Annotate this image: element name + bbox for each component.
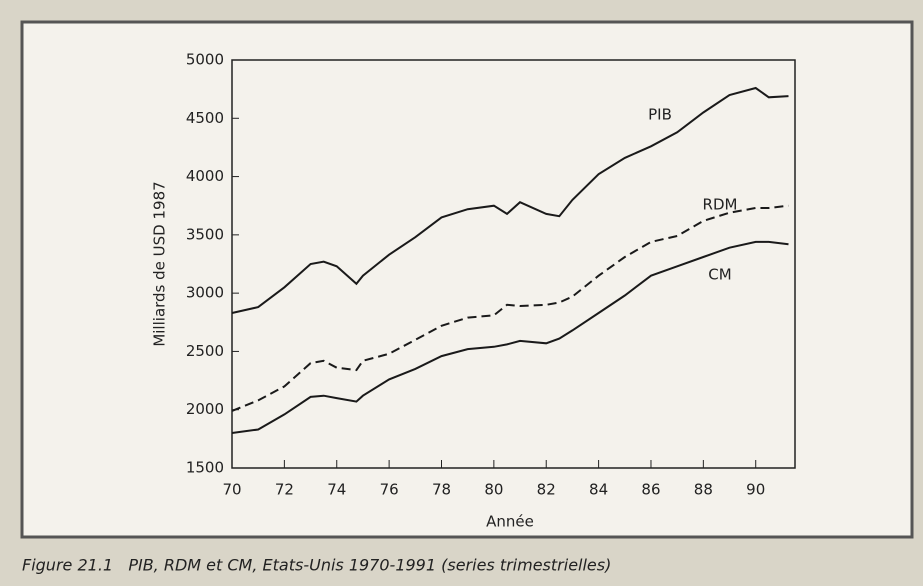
x-tick-label: 86 <box>641 481 660 499</box>
y-axis-label: Milliards de USD 1987 <box>151 181 169 346</box>
x-tick-label: 70 <box>222 481 241 499</box>
series-line <box>231 86 789 314</box>
series-label: CM <box>708 266 731 284</box>
x-tick-label: 72 <box>275 481 294 499</box>
x-tick-label: 76 <box>380 481 399 499</box>
y-tick-label: 2500 <box>186 342 224 360</box>
y-tick-label: 4000 <box>186 167 224 185</box>
x-tick-label: 82 <box>537 481 556 499</box>
x-tick-label: 90 <box>746 481 765 499</box>
series-line <box>231 204 789 412</box>
x-tick-label: 84 <box>589 481 608 499</box>
x-axis-label: Année <box>486 513 534 531</box>
y-tick-label: 1500 <box>186 459 224 477</box>
y-tick-label: 3500 <box>186 225 224 243</box>
y-tick-label: 4500 <box>186 109 224 127</box>
x-tick-label: 88 <box>694 481 713 499</box>
caption: Figure 21.1 PIB, RDM et CM, Etats-Unis 1… <box>22 556 611 575</box>
series-label: PIB <box>648 106 672 124</box>
y-tick-label: 2000 <box>186 400 224 418</box>
y-tick-label: 5000 <box>186 51 224 69</box>
x-tick-label: 74 <box>327 481 346 499</box>
y-tick-label: 3000 <box>186 284 224 302</box>
plot-frame <box>231 59 796 469</box>
figure-frame <box>20 20 914 539</box>
x-tick-label: 80 <box>484 481 503 499</box>
series-label: RDM <box>703 196 738 214</box>
series-line <box>231 240 789 434</box>
x-tick-label: 78 <box>432 481 451 499</box>
